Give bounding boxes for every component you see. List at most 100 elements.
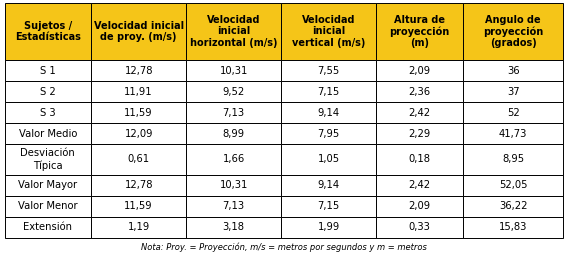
Bar (281, 3, 376, 60)
Text: 0,18: 0,18 (408, 154, 431, 164)
Bar (186, 175, 281, 196)
Text: Valor Medio: Valor Medio (19, 129, 77, 139)
Text: 10,31: 10,31 (219, 180, 248, 190)
Bar (376, 216, 463, 238)
Text: 7,13: 7,13 (223, 108, 245, 118)
Text: 8,95: 8,95 (502, 154, 524, 164)
Text: Angulo de
proyección
(grados): Angulo de proyección (grados) (483, 15, 543, 48)
Bar (186, 196, 281, 216)
Bar (5, 144, 91, 175)
Text: 7,95: 7,95 (318, 129, 340, 139)
Text: 15,83: 15,83 (499, 222, 527, 232)
Text: 10,31: 10,31 (219, 66, 248, 76)
Bar (281, 102, 376, 123)
Bar (5, 3, 91, 60)
Text: 11,59: 11,59 (124, 201, 153, 211)
Bar (186, 216, 281, 238)
Text: 12,78: 12,78 (124, 66, 153, 76)
Bar (463, 81, 563, 102)
Text: 8,99: 8,99 (223, 129, 245, 139)
Text: 1,99: 1,99 (318, 222, 340, 232)
Bar (91, 196, 186, 216)
Text: 2,29: 2,29 (408, 129, 431, 139)
Text: 2,09: 2,09 (408, 201, 431, 211)
Bar (463, 196, 563, 216)
Bar (91, 123, 186, 144)
Bar (91, 144, 186, 175)
Text: 3,18: 3,18 (223, 222, 245, 232)
Text: 52: 52 (507, 108, 520, 118)
Bar (281, 123, 376, 144)
Bar (463, 102, 563, 123)
Text: Velocidad
inicial
horizontal (m/s): Velocidad inicial horizontal (m/s) (190, 15, 277, 48)
Bar (376, 175, 463, 196)
Bar (5, 196, 91, 216)
Text: Sujetos /
Estadísticas: Sujetos / Estadísticas (15, 21, 81, 42)
Bar (281, 175, 376, 196)
Text: Extensión: Extensión (23, 222, 72, 232)
Bar (186, 81, 281, 102)
Text: 12,78: 12,78 (124, 180, 153, 190)
Bar (376, 81, 463, 102)
Bar (91, 216, 186, 238)
Text: 9,52: 9,52 (223, 87, 245, 97)
Text: 1,66: 1,66 (223, 154, 245, 164)
Bar (376, 60, 463, 81)
Text: 9,14: 9,14 (318, 108, 340, 118)
Bar (91, 102, 186, 123)
Bar (281, 60, 376, 81)
Text: Valor Mayor: Valor Mayor (18, 180, 77, 190)
Text: 7,13: 7,13 (223, 201, 245, 211)
Bar (186, 3, 281, 60)
Bar (376, 123, 463, 144)
Bar (281, 196, 376, 216)
Bar (186, 144, 281, 175)
Text: Velocidad inicial
de proy. (m/s): Velocidad inicial de proy. (m/s) (94, 21, 183, 42)
Bar (376, 102, 463, 123)
Text: Nota: Proy. = Proyección, m/s = metros por segundos y m = metros: Nota: Proy. = Proyección, m/s = metros p… (141, 242, 427, 252)
Text: 1,19: 1,19 (128, 222, 150, 232)
Text: 1,05: 1,05 (318, 154, 340, 164)
Bar (463, 144, 563, 175)
Bar (5, 175, 91, 196)
Bar (186, 123, 281, 144)
Text: 0,61: 0,61 (128, 154, 150, 164)
Bar (5, 123, 91, 144)
Text: 7,15: 7,15 (318, 87, 340, 97)
Text: 2,42: 2,42 (408, 108, 431, 118)
Bar (5, 60, 91, 81)
Text: 12,09: 12,09 (124, 129, 153, 139)
Text: S 3: S 3 (40, 108, 56, 118)
Bar (376, 3, 463, 60)
Text: 0,33: 0,33 (408, 222, 431, 232)
Bar (463, 60, 563, 81)
Bar (463, 175, 563, 196)
Bar (91, 175, 186, 196)
Bar (5, 102, 91, 123)
Text: Altura de
proyección
(m): Altura de proyección (m) (390, 15, 450, 48)
Text: 11,59: 11,59 (124, 108, 153, 118)
Text: 36,22: 36,22 (499, 201, 528, 211)
Text: 2,36: 2,36 (408, 87, 431, 97)
Text: 37: 37 (507, 87, 520, 97)
Text: 36: 36 (507, 66, 520, 76)
Bar (463, 3, 563, 60)
Bar (91, 60, 186, 81)
Text: 7,55: 7,55 (318, 66, 340, 76)
Bar (281, 144, 376, 175)
Bar (463, 123, 563, 144)
Bar (186, 102, 281, 123)
Text: S 2: S 2 (40, 87, 56, 97)
Text: 7,15: 7,15 (318, 201, 340, 211)
Text: 52,05: 52,05 (499, 180, 528, 190)
Bar (5, 216, 91, 238)
Text: Velocidad
inicial
vertical (m/s): Velocidad inicial vertical (m/s) (292, 15, 365, 48)
Bar (281, 81, 376, 102)
Text: S 1: S 1 (40, 66, 56, 76)
Text: 9,14: 9,14 (318, 180, 340, 190)
Text: Desviación
Típica: Desviación Típica (20, 148, 75, 171)
Bar (376, 144, 463, 175)
Bar (463, 216, 563, 238)
Bar (186, 60, 281, 81)
Bar (5, 81, 91, 102)
